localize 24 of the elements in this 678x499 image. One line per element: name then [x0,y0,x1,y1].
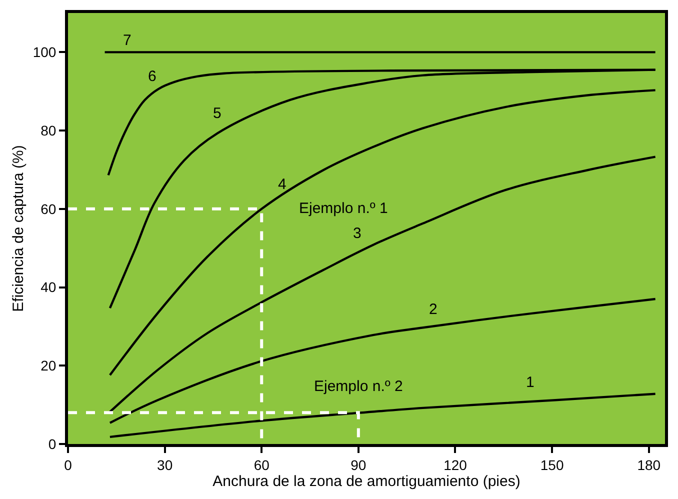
x-tick-label: 60 [254,456,270,473]
y-axis-title: Eficiencia de captura (%) [10,145,28,312]
y-tick-label: 80 [40,122,56,138]
annotation: Ejemplo n.º 2 [314,378,403,395]
x-tick-label: 120 [444,456,468,473]
x-axis-title: Anchura de la zona de amortiguamiento (pies) [212,472,520,490]
series-label: 4 [278,176,286,193]
x-tick-label: 0 [64,456,72,473]
y-tick-label: 0 [48,436,56,452]
y-tick-label: 100 [32,44,56,60]
series-label: 3 [353,225,362,242]
x-tick-label: 90 [350,456,366,473]
y-tick-label: 60 [40,200,56,217]
x-tick-label: 180 [637,456,661,473]
y-tick-label: 20 [40,358,56,374]
series-label: 7 [123,32,132,49]
x-tick-label: 30 [157,456,173,473]
series-label: 5 [213,105,222,122]
series-label: 2 [429,301,438,318]
annotation: Ejemplo n.º 1 [299,200,388,217]
x-tick-label: 150 [540,456,564,473]
y-tick-label: 40 [40,279,56,296]
series-label: 1 [526,374,534,391]
series-label: 6 [148,68,156,85]
